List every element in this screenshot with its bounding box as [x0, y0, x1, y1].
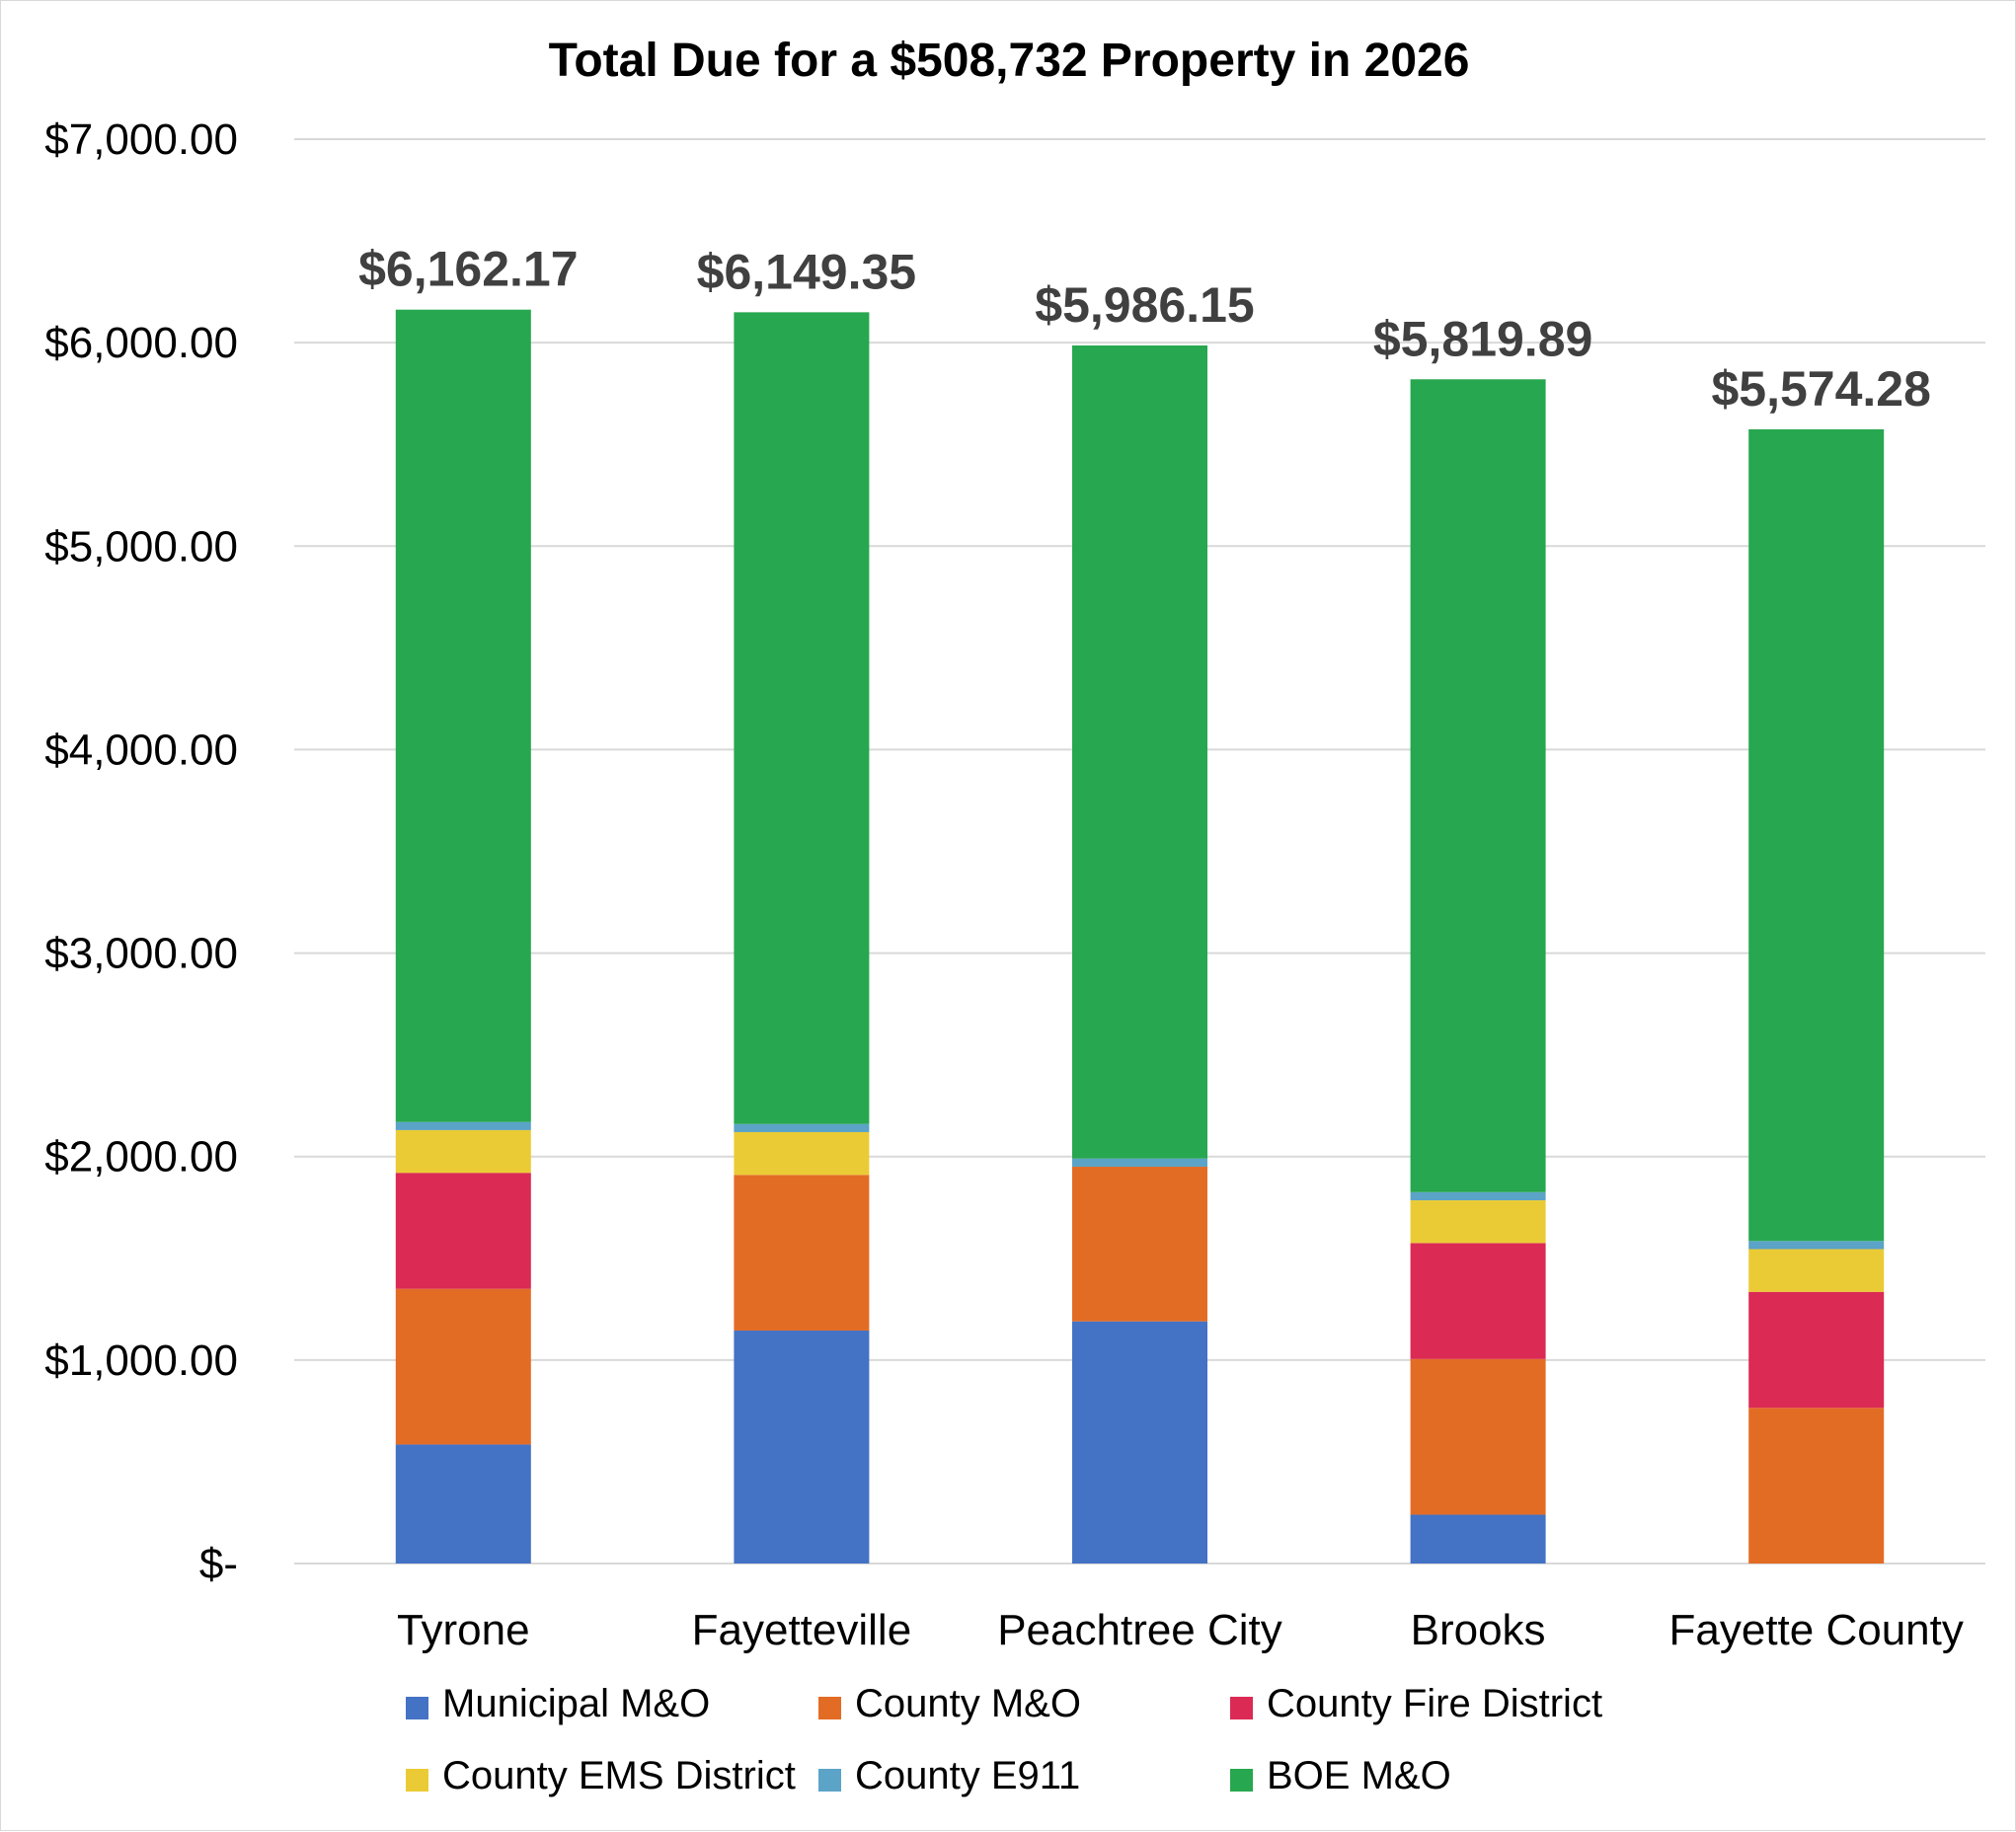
x-tick-label: Fayetteville [692, 1606, 912, 1654]
total-label: $5,574.28 [1711, 361, 1930, 417]
y-tick-label: $3,000.00 [44, 930, 238, 978]
bar-segment-county-m-o-0 [395, 1288, 531, 1445]
bar-segment-county-fire-district-3 [1410, 1243, 1546, 1359]
bar-segment-county-e911-0 [395, 1121, 531, 1130]
bar-segment-county-fire-district-0 [395, 1173, 531, 1289]
x-tick-label: Brooks [1411, 1606, 1546, 1654]
x-axis-tick-labels: Tyrone Fayetteville Peachtree City Brooks Fa… [397, 1606, 1964, 1654]
bar-segment-boe-m-o-4 [1748, 428, 1885, 1242]
total-label: $6,149.35 [697, 244, 916, 299]
total-labels: $6,162.17 $6,149.35 $5,986.15 $5,819.89 $5,5… [358, 242, 1931, 417]
total-label: $5,986.15 [1035, 277, 1254, 333]
y-tick-label: $1,000.00 [44, 1336, 238, 1385]
legend-label: Municipal M&O [442, 1682, 710, 1725]
total-label: $6,162.17 [358, 242, 578, 297]
bar-segment-municipal-m-o-1 [734, 1330, 870, 1564]
legend-swatch [1230, 1697, 1253, 1719]
x-tick-label: Peachtree City [997, 1606, 1282, 1654]
bars [395, 309, 1885, 1564]
legend-swatch [818, 1769, 841, 1792]
y-axis-tick-labels: $- $1,000.00 $2,000.00 $3,000.00 $4,000.00 $5… [44, 115, 238, 1588]
legend-swatch [1230, 1769, 1253, 1792]
bar-segment-county-e911-4 [1748, 1241, 1885, 1250]
legend-swatch [406, 1769, 428, 1792]
y-tick-label: $4,000.00 [44, 725, 238, 774]
legend-label: County Fire District [1267, 1682, 1602, 1725]
bar-segment-county-e911-1 [734, 1123, 870, 1132]
legend-swatch [818, 1697, 841, 1719]
bar-segment-county-m-o-4 [1748, 1408, 1885, 1564]
bar-segment-county-fire-district-4 [1748, 1291, 1885, 1409]
chart-title: Total Due for a $508,732 Property in 202… [549, 35, 1470, 87]
bar-segment-county-ems-district-4 [1748, 1249, 1885, 1292]
x-tick-label: Fayette County [1669, 1606, 1964, 1654]
total-label: $5,819.89 [1373, 311, 1592, 366]
bar-segment-county-ems-district-3 [1410, 1200, 1546, 1244]
legend-swatch [406, 1697, 428, 1719]
y-tick-label: $7,000.00 [44, 115, 238, 164]
bar-segment-boe-m-o-0 [395, 309, 531, 1122]
legend-label: County EMS District [442, 1754, 796, 1797]
bar-segment-county-m-o-1 [734, 1175, 870, 1331]
legend-label: BOE M&O [1267, 1754, 1451, 1797]
y-tick-label: $- [199, 1540, 238, 1588]
legend-label: County E911 [855, 1754, 1080, 1797]
bar-segment-county-m-o-3 [1410, 1358, 1546, 1515]
y-tick-label: $2,000.00 [44, 1133, 238, 1182]
bar-segment-county-e911-3 [1410, 1191, 1546, 1201]
legend: Municipal M&O County M&O County Fire Distr… [406, 1682, 1602, 1797]
legend-label: County M&O [855, 1682, 1081, 1725]
bar-segment-municipal-m-o-0 [395, 1444, 531, 1564]
bar-segment-municipal-m-o-2 [1072, 1321, 1207, 1564]
bar-segment-boe-m-o-3 [1410, 379, 1546, 1192]
bar-segment-boe-m-o-2 [1072, 344, 1207, 1159]
bar-segment-county-e911-2 [1072, 1158, 1207, 1168]
bar-segment-county-ems-district-0 [395, 1129, 531, 1174]
y-tick-label: $6,000.00 [44, 319, 238, 367]
bar-segment-county-m-o-2 [1072, 1167, 1207, 1322]
bar-segment-county-ems-district-1 [734, 1131, 870, 1176]
bar-segment-boe-m-o-1 [734, 312, 870, 1124]
y-tick-label: $5,000.00 [44, 522, 238, 571]
x-tick-label: Tyrone [397, 1606, 530, 1654]
bar-segment-municipal-m-o-3 [1410, 1514, 1546, 1564]
